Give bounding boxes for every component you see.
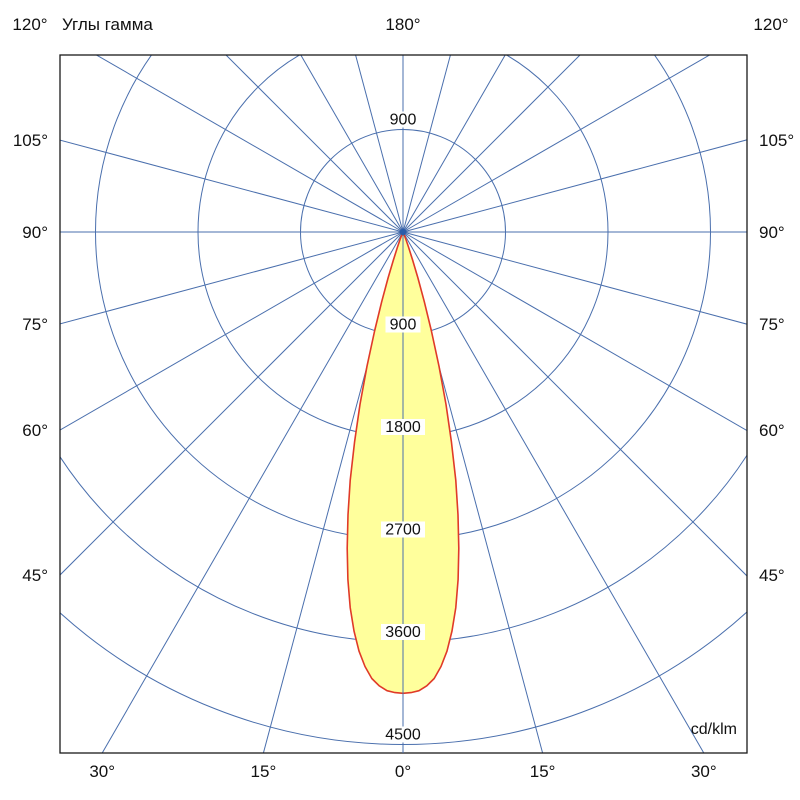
grid-ray	[402, 55, 506, 233]
radial-label-bg	[381, 624, 425, 641]
gamma-label-bottom: 30°	[89, 762, 115, 781]
grid-ray	[402, 231, 747, 432]
grid-ray	[60, 231, 404, 325]
radial-tick-label: 900	[390, 317, 417, 334]
grid-ray	[402, 55, 581, 233]
gamma-label-right: 60°	[759, 421, 785, 440]
chart-title: Углы гамма	[62, 15, 153, 34]
gamma-label-right: 45°	[759, 566, 785, 585]
gamma-label-left: 75°	[22, 315, 48, 334]
radial-tick-label: 3600	[385, 624, 421, 641]
grid-ray	[402, 139, 747, 233]
grid-ray	[262, 231, 404, 753]
gamma-label-left: 60°	[22, 421, 48, 440]
radial-label-bg	[381, 726, 425, 743]
grid-ray	[402, 231, 747, 577]
gamma-label-bottom: 0°	[395, 762, 411, 781]
gamma-label-corner-left: 120°	[12, 15, 47, 34]
radial-label-bg	[381, 419, 425, 436]
gamma-label-right: 90°	[759, 223, 785, 242]
gamma-label-bottom: 15°	[251, 762, 277, 781]
gamma-label-bottom: 30°	[691, 762, 717, 781]
radial-label-bg	[385, 316, 421, 333]
radial-label-bg	[385, 111, 421, 128]
grid-ray	[402, 231, 747, 325]
grid-ray	[355, 55, 404, 233]
grid-ray	[60, 139, 404, 233]
grid-ray	[101, 231, 404, 753]
gamma-label-right: 105°	[759, 131, 794, 150]
grid-ray	[225, 55, 404, 233]
gamma-label-left: 45°	[22, 566, 48, 585]
gamma-label-corner-right: 120°	[753, 15, 788, 34]
grid-ray	[60, 231, 404, 431]
grid-ray	[402, 231, 544, 753]
gamma-label-left: 105°	[13, 131, 48, 150]
radial-label-bg	[381, 521, 425, 538]
units-label: cd/klm	[690, 721, 737, 738]
radial-tick-label: 4500	[385, 727, 421, 744]
gamma-label-right: 75°	[759, 315, 785, 334]
grid-ray	[402, 55, 451, 233]
gamma-label-bottom: 15°	[530, 762, 556, 781]
radial-tick-label: 2700	[385, 522, 421, 539]
grid-ray	[402, 55, 711, 233]
grid-ray	[300, 55, 404, 233]
radial-tick-label: 900	[390, 111, 417, 128]
gamma-label-left: 90°	[22, 223, 48, 242]
grid-ray	[95, 55, 404, 233]
radial-tick-label: 1800	[385, 419, 421, 436]
pole-dot	[399, 228, 407, 236]
gamma-label-top: 180°	[385, 15, 420, 34]
grid-ray	[60, 231, 404, 576]
grid-ray	[402, 231, 705, 753]
